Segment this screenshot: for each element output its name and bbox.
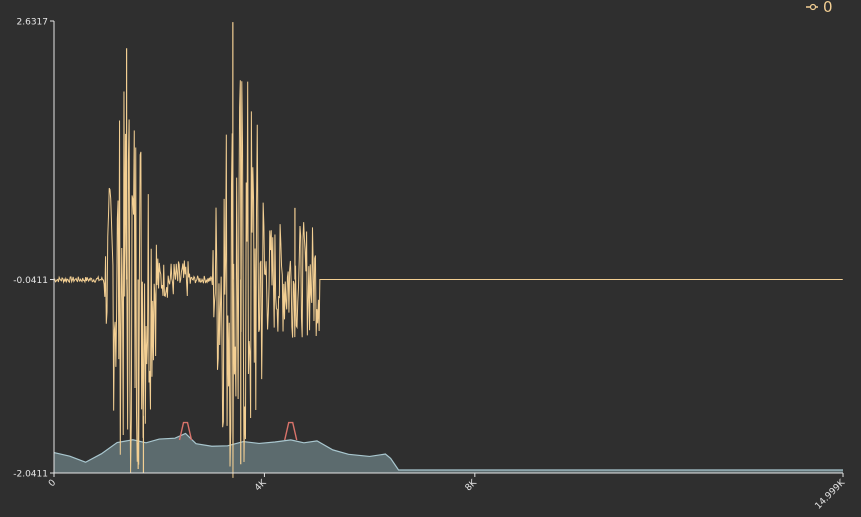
waveform-layer [53, 22, 843, 478]
y-tick-label: -2.0411 [13, 470, 48, 480]
legend[interactable]: 0 [806, 0, 833, 16]
spectrum-peak [284, 421, 298, 441]
spectrum-peak [178, 421, 193, 441]
spectrum-layer [53, 421, 843, 473]
spectrum-line [53, 432, 843, 471]
spectrum-area [54, 433, 843, 473]
x-tick-label: 4K [253, 477, 269, 493]
x-tick-label: 8K [464, 477, 480, 493]
legend-label: 0 [823, 0, 833, 16]
x-tick-label: 0 [47, 478, 58, 489]
x-tick-label: 14.999K [814, 477, 848, 511]
y-tick-label: -0.0411 [13, 276, 48, 286]
waveform-line [53, 80, 843, 478]
y-tick-label: 2.6317 [17, 18, 49, 28]
legend-marker-circle [809, 3, 817, 11]
